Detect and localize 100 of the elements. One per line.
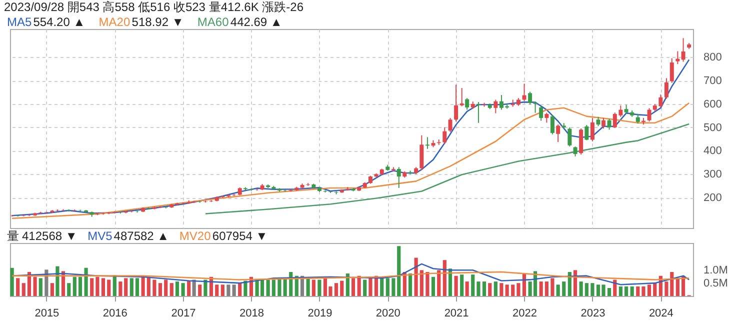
bar	[175, 282, 180, 296]
x-tick-label: 2017	[171, 308, 196, 320]
bar	[426, 272, 430, 296]
y-tick-label: 300	[704, 168, 722, 181]
bar	[90, 278, 94, 296]
candlestick	[539, 106, 544, 122]
bar	[500, 283, 504, 296]
chart-title: 2023/09/28 開543 高558 低516 收523 量412.6K 漲跌-26	[4, 0, 304, 14]
bar	[505, 284, 509, 296]
bar	[266, 280, 270, 296]
bar	[431, 276, 436, 296]
text: 518.92 ▼	[132, 15, 184, 29]
bar	[590, 283, 594, 296]
candlestick	[636, 113, 640, 124]
y-tick-label: 600	[704, 98, 722, 110]
bar	[465, 282, 469, 296]
y-tick-label: 800	[704, 52, 722, 64]
candlestick	[647, 108, 652, 122]
bar	[471, 274, 475, 296]
text: 442.69 ▲	[230, 15, 282, 29]
bar	[158, 283, 162, 296]
bar	[312, 280, 316, 296]
bar	[226, 284, 230, 296]
bar	[636, 286, 640, 296]
text: 554.20 ▲	[33, 15, 86, 29]
bar	[539, 282, 543, 296]
bar	[152, 280, 156, 296]
text: MA60	[197, 15, 230, 29]
candlestick	[425, 136, 430, 150]
candlestick	[533, 101, 538, 114]
line-series	[11, 102, 690, 220]
candlestick	[528, 91, 532, 105]
x-tick-label: 2022	[512, 308, 537, 320]
bar	[146, 276, 150, 296]
bar	[476, 282, 480, 296]
bar	[220, 284, 224, 296]
y-tick-label: 200	[704, 192, 722, 204]
bar	[454, 276, 458, 296]
bar	[67, 283, 71, 296]
bar	[141, 276, 145, 296]
text: 量	[7, 229, 19, 243]
bar	[204, 280, 208, 296]
bar	[511, 284, 515, 296]
candlestick	[476, 102, 480, 124]
line-series	[11, 271, 690, 280]
x-tick-label: 2015	[34, 308, 60, 320]
bar	[460, 274, 464, 296]
x-tick-label: 2020	[376, 308, 400, 320]
bar	[16, 278, 20, 296]
bar	[494, 282, 498, 296]
bar	[613, 280, 617, 296]
bar	[340, 280, 344, 296]
bar	[232, 284, 236, 296]
bar	[550, 278, 554, 296]
text: 487582 ▲	[114, 229, 170, 243]
bar	[101, 278, 106, 296]
line-series	[204, 123, 690, 214]
bar	[78, 276, 82, 296]
bar	[386, 278, 390, 296]
candlestick	[607, 118, 612, 130]
x-tick-label: 2024	[648, 308, 674, 320]
text: 412568 ▼	[22, 229, 78, 243]
bar	[198, 284, 202, 296]
bar	[56, 266, 60, 296]
bar	[84, 268, 88, 296]
bar	[556, 284, 560, 296]
bar	[72, 276, 76, 296]
bar	[414, 258, 418, 296]
candlestick	[544, 112, 549, 124]
bar	[135, 278, 140, 296]
bar	[630, 286, 634, 296]
bar	[38, 278, 42, 296]
bar	[516, 283, 520, 296]
bar	[334, 283, 338, 296]
bar	[482, 282, 486, 296]
candlestick	[550, 114, 554, 135]
candlestick	[590, 117, 594, 142]
y-tick-label: 500	[704, 122, 722, 134]
bar	[642, 286, 646, 296]
candlestick	[670, 58, 674, 84]
text: MV5	[88, 229, 113, 243]
bar	[244, 280, 248, 296]
bar	[420, 270, 424, 296]
y-tick-label: 1.0M	[704, 264, 728, 277]
candlestick	[568, 126, 572, 148]
bar	[107, 280, 111, 296]
candlestick	[556, 124, 560, 143]
bar	[306, 278, 310, 296]
candlestick	[442, 126, 447, 144]
bar	[170, 283, 174, 296]
text: MV20	[179, 229, 212, 243]
bar	[618, 286, 622, 296]
bar	[318, 280, 322, 296]
candlestick	[573, 146, 578, 157]
text: MA5	[7, 15, 32, 29]
bar	[624, 286, 628, 296]
candlestick	[601, 117, 606, 129]
bar	[573, 270, 578, 296]
x-tick-label: 2016	[102, 308, 128, 320]
line-series	[11, 59, 690, 216]
